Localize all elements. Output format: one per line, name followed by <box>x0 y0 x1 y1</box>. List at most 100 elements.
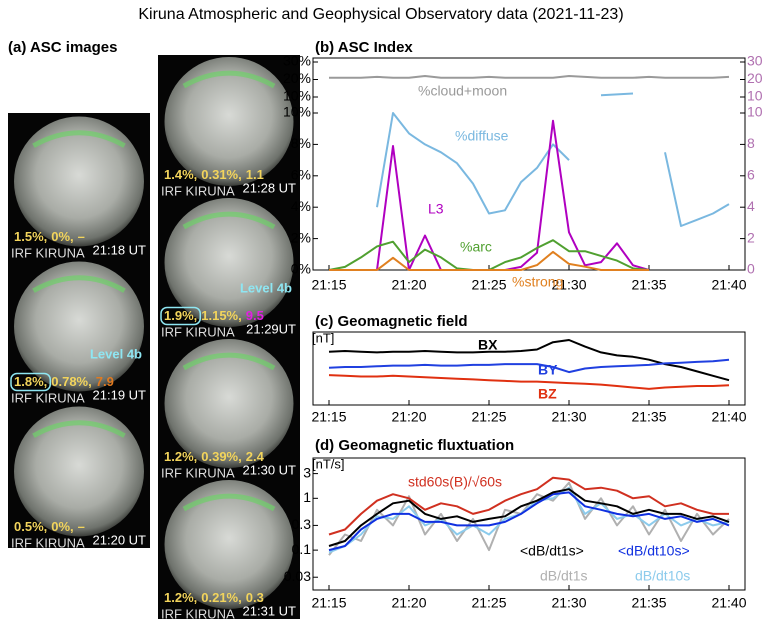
x-tick-label: 21:20 <box>391 595 426 611</box>
x-tick-label: 21:25 <box>471 409 506 425</box>
panel-title: (a) ASC images <box>8 39 117 56</box>
stat: 0.78%, <box>51 374 91 389</box>
panel-title: (b) ASC Index <box>315 39 413 56</box>
y-tick-label: 0.3 <box>292 516 312 532</box>
image-time: 21:18 UT <box>93 242 147 257</box>
y2-tick-label: 8 <box>747 135 755 151</box>
series-line <box>329 360 729 372</box>
stat: 1.8%, <box>14 374 47 389</box>
stat: 1.9%, <box>164 308 197 323</box>
image-time: 21:30 UT <box>243 462 297 477</box>
stat: 1.2%, <box>164 449 197 464</box>
image-time: 21:19 UT <box>93 387 147 402</box>
series-label: BZ <box>538 386 557 402</box>
asc-image: IRF KIRUNA0.5%,0%,–21:20 UT <box>8 403 150 550</box>
series-line <box>329 340 729 380</box>
y2-tick-label: 30 <box>747 53 763 69</box>
series-label: std60s(B)/√60s <box>408 474 502 490</box>
x-tick-label: 21:30 <box>551 595 586 611</box>
y-tick-label: 4% <box>291 198 311 214</box>
y-tick-label: 30% <box>283 53 311 69</box>
y-tick-label: 8% <box>291 135 311 151</box>
x-tick-label: 21:35 <box>631 595 666 611</box>
level-label: Level 4b <box>90 346 142 361</box>
image-time: 21:29UT <box>246 321 296 336</box>
figure: Kiruna Atmospheric and Geophysical Obser… <box>0 0 763 637</box>
plot-frame <box>313 58 745 270</box>
x-tick-label: 21:15 <box>311 277 346 293</box>
x-tick-label: 21:15 <box>311 409 346 425</box>
asc-image: IRF KIRUNA1.2%,0.21%,0.321:31 UT <box>158 478 300 621</box>
series-label: %arc <box>460 239 492 255</box>
series-label: <dB/dt1s> <box>520 543 584 559</box>
stat: 0.21%, <box>201 590 241 605</box>
series-label: %strong <box>512 274 563 290</box>
x-tick-label: 21:35 <box>631 409 666 425</box>
stat: 0.31%, <box>201 167 241 182</box>
stat: – <box>78 229 85 244</box>
figure-title: Kiruna Atmospheric and Geophysical Obser… <box>138 6 623 23</box>
image-time: 21:28 UT <box>243 180 297 195</box>
y2-tick-label: 0 <box>747 261 755 277</box>
y-tick-label: 0.1 <box>292 541 312 557</box>
stat: 1.4%, <box>164 167 197 182</box>
y-tick-label: 0% <box>291 261 311 277</box>
watermark: IRF KIRUNA <box>11 535 85 550</box>
y2-tick-label: 6 <box>747 167 755 183</box>
sky-dome <box>14 117 144 247</box>
sky-dome <box>14 262 144 392</box>
panel-title: (c) Geomagnetic field <box>315 313 468 330</box>
y2-tick-label: 20 <box>747 70 763 86</box>
series-label: dB/dt10s <box>635 568 690 584</box>
sky-dome <box>14 407 144 537</box>
stat: 0.5%, <box>14 519 47 534</box>
stat: 1.15%, <box>201 308 241 323</box>
x-tick-label: 21:30 <box>551 409 586 425</box>
x-tick-label: 21:25 <box>471 277 506 293</box>
y2-tick-label: 2 <box>747 229 755 245</box>
watermark: IRF KIRUNA <box>161 606 235 621</box>
image-time: 21:31 UT <box>243 603 297 618</box>
series-label: dB/dt1s <box>540 568 587 584</box>
series-label: <dB/dt10s> <box>618 543 690 559</box>
x-tick-label: 21:20 <box>391 409 426 425</box>
stat: – <box>78 519 85 534</box>
x-tick-label: 21:40 <box>711 409 746 425</box>
y2-tick-label: 10 <box>747 88 763 104</box>
y-tick-label: 6% <box>291 167 311 183</box>
y-tick-label: 0.03 <box>284 568 311 584</box>
series-label: %diffuse <box>455 128 509 144</box>
x-tick-label: 21:20 <box>391 277 426 293</box>
y-tick-label: 10% <box>283 104 311 120</box>
y2-tick-label: 10 <box>747 104 763 120</box>
x-tick-label: 21:40 <box>711 595 746 611</box>
image-time: 21:20 UT <box>93 532 147 547</box>
stat: 1.5%, <box>14 229 47 244</box>
stat: 0%, <box>51 229 73 244</box>
plot-frame <box>313 332 745 405</box>
y-tick-label: 3 <box>303 464 311 480</box>
series-line <box>329 76 729 78</box>
y-axis-label: [nT] <box>312 330 334 345</box>
x-tick-label: 21:40 <box>711 277 746 293</box>
y-tick-label: 1 <box>303 489 311 505</box>
level-label: Level 4b <box>240 280 292 295</box>
y-tick-label: 10% <box>283 88 311 104</box>
series-label: L3 <box>428 201 444 217</box>
series-label: %cloud+moon <box>418 83 507 99</box>
asc-image: IRF KIRUNA1.2%,0.39%,2.421:30 UT <box>158 337 300 480</box>
x-tick-label: 21:35 <box>631 277 666 293</box>
y-tick-label: 2% <box>291 229 311 245</box>
series-label: BY <box>538 362 558 378</box>
series-line <box>329 375 729 389</box>
series-label: BX <box>478 337 498 353</box>
stat: 0.39%, <box>201 449 241 464</box>
panel-title: (d) Geomagnetic fluxtuation <box>315 437 514 454</box>
x-tick-label: 21:25 <box>471 595 506 611</box>
y-tick-label: 20% <box>283 70 311 86</box>
y2-tick-label: 4 <box>747 198 755 214</box>
